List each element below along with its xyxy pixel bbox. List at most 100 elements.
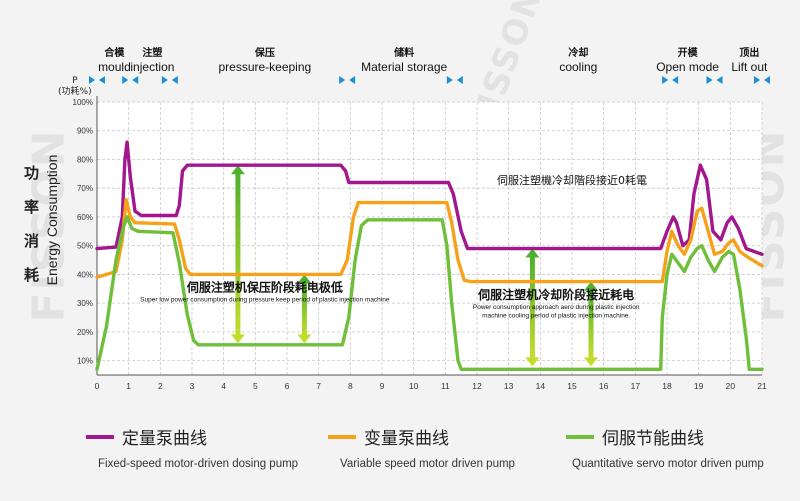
x-tick-label: 14 [536,381,546,391]
x-tick-label: 15 [567,381,577,391]
phase-marker-right [446,76,453,84]
y-axis-title: Energy Consumption [44,154,60,286]
phase-label-en: mould [98,60,131,74]
phase-marker-left [132,76,139,84]
y-tick-label: 90% [77,127,93,136]
annotation-cool-note-en2: machine cooling period of plastic inject… [482,313,630,320]
arrow-head-up [230,165,245,175]
x-tick-label: 19 [694,381,704,391]
x-tick-label: 12 [472,381,482,391]
annotation-cool-note-cn: 伺服注塑机冷却阶段接近耗电 [477,287,634,302]
series-line-1 [95,140,764,256]
legend-fixed-pump: 定量泵曲线 [86,424,207,449]
arrow-shaft [301,282,307,336]
phase-label-cn: 顶出 [739,46,759,59]
arrow-head-down [297,334,312,344]
legend-fixed-en: Fixed-speed motor-driven dosing pump [98,458,299,470]
phase-marker-left [99,76,105,84]
y-tick-label: 30% [77,299,93,308]
legend-variable-swatch [328,434,356,439]
series-line-3 [95,215,764,371]
x-tick-label: 7 [316,381,321,391]
phase-marker-left [171,76,178,84]
phase-marker-left [716,76,723,84]
x-tick-label: 1 [126,381,131,391]
y-tick-label: 80% [77,155,93,164]
phase-label-en: cooling [559,60,597,74]
legend-fixed-label: 定量泵曲线 [122,429,207,449]
y-title-cn-2: 率 [24,198,40,216]
x-tick-label: 18 [662,381,672,391]
arrow-head-down [584,357,598,367]
legend-variable-pump: 变量泵曲线 [328,424,449,449]
arrow-shaft [529,256,535,359]
annotation-cool-note-en1: Power consumption approach aero during p… [473,304,640,311]
phase-label-cn: 保压 [254,46,275,59]
x-tick-label: 3 [190,381,195,391]
legend-servo-pump: 伺服节能曲线 [566,424,704,449]
y-title-cn-1: 功 [24,164,40,182]
phase-marker-right [161,76,168,84]
y-tick-label: 60% [77,213,93,222]
legend-servo-en: Quantitative servo motor driven pump [572,458,764,470]
x-tick-label: 0 [95,381,100,391]
phase-label-cn: 合模 [103,46,125,59]
x-tick-label: 2 [158,381,163,391]
x-tick-label: 11 [441,381,450,391]
arrow-head-down [525,357,540,367]
y-tick-label: 20% [77,328,93,337]
phase-marker-left [764,76,770,84]
phase-label-en: injection [130,60,174,74]
x-tick-label: 8 [348,381,353,391]
plot-area [97,102,762,375]
x-tick-label: 6 [285,381,290,391]
phase-label-cn: 冷却 [568,46,588,59]
x-tick-label: 5 [253,381,258,391]
phase-marker-right [754,76,760,84]
y-tick-label: 50% [77,242,93,251]
x-tick-label: 16 [599,381,609,391]
phase-label-cn: 开模 [678,46,699,59]
arrow-shaft [588,289,594,359]
phase-marker-right [339,76,346,84]
phase-marker-right [89,76,95,84]
x-tick-label: 17 [631,381,641,391]
legend-variable-en: Variable speed motor driven pump [340,458,515,470]
y-unit-symbol: P [72,76,78,86]
y-unit-cn: (功耗%) [58,87,92,97]
y-unit-label: P (功耗%) [58,76,92,98]
phase-marker-right [706,76,713,84]
legend-servo-swatch [566,434,594,439]
phase-label-en: Lift out [731,60,768,74]
arrow-shaft [235,173,241,336]
arrow-head-up [525,248,540,258]
phase-marker-left [349,76,356,84]
y-tick-label: 10% [77,357,93,366]
phase-marker-right [662,76,669,84]
x-tick-label: 9 [380,381,385,391]
annotation-hold-note-en: Super low power consumption during press… [140,297,390,304]
phase-marker-right [122,76,129,84]
phase-marker-left [672,76,679,84]
annotation-hold-note-cn: 伺服注塑机保压阶段耗电极低 [186,280,343,295]
arrow-head-up [297,274,312,284]
phase-label-en: pressure-keeping [218,60,311,74]
x-tick-label: 13 [504,381,514,391]
phase-label-cn: 储料 [393,46,414,59]
phase-label-en: Open mode [656,60,719,74]
x-tick-label: 10 [409,381,419,391]
y-tick-label: 40% [77,270,93,279]
phase-label-cn: 注塑 [142,46,162,59]
legend-fixed-swatch [86,434,114,439]
y-tick-label: 100% [73,98,93,107]
y-title-cn-4: 耗 [24,266,40,284]
y-title-cn-3: 消 [24,232,40,250]
x-tick-label: 20 [726,381,736,391]
legend-servo-label: 伺服节能曲线 [602,429,704,449]
phase-label-en: Material storage [361,60,447,74]
series-line-2 [95,198,764,284]
legend-variable-label: 变量泵曲线 [364,429,449,449]
annotation-servo-idle-note: 伺服注塑機冷却階段接近0耗電 [497,173,647,187]
x-tick-label: 4 [221,381,226,391]
